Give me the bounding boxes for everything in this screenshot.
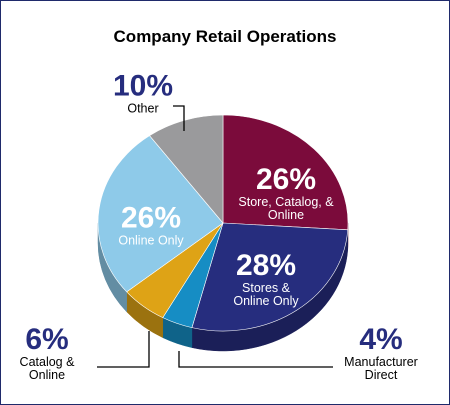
value-label: 6% xyxy=(25,323,69,357)
category-label: Online Only xyxy=(118,233,184,248)
slice xyxy=(97,135,224,293)
leader-line xyxy=(178,351,333,368)
slice-label: 10% Other xyxy=(113,71,173,116)
category-label: Manufacturer Direct xyxy=(344,354,418,382)
category-label: Catalog & Online xyxy=(19,354,75,382)
category-label: Stores & Online Only xyxy=(233,280,299,308)
slice xyxy=(222,114,349,231)
chart-title: Company Retail Operations xyxy=(113,27,337,46)
leader-line xyxy=(173,105,185,131)
value-label: 10% xyxy=(112,69,174,103)
value-label: 26% xyxy=(120,201,182,235)
value-label: 28% xyxy=(235,249,297,283)
slice-label: 28% Stores & Online Only xyxy=(224,250,308,308)
category-label: Other xyxy=(127,101,159,116)
slice-label: 4% Manufacturer Direct xyxy=(336,324,426,382)
slice-label: 26% Online Only xyxy=(96,203,206,248)
pie xyxy=(97,114,349,352)
leader-line xyxy=(97,331,150,368)
slice-label: 6% Catalog & Online xyxy=(11,324,83,382)
category-label: Store, Catalog, & Online xyxy=(238,194,334,222)
value-label: 26% xyxy=(255,163,317,197)
slice-label: 26% Store, Catalog, & Online xyxy=(236,164,336,222)
slice xyxy=(191,222,349,332)
value-label: 4% xyxy=(359,323,403,357)
